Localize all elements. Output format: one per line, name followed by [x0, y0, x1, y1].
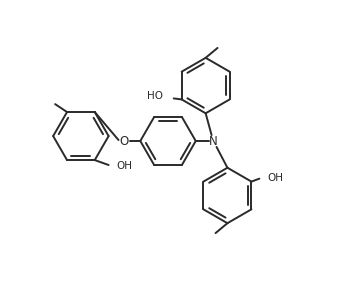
Text: O: O: [120, 134, 129, 147]
Text: OH: OH: [267, 173, 283, 183]
Text: HO: HO: [147, 91, 163, 101]
Text: N: N: [209, 134, 218, 147]
Text: OH: OH: [117, 161, 132, 171]
